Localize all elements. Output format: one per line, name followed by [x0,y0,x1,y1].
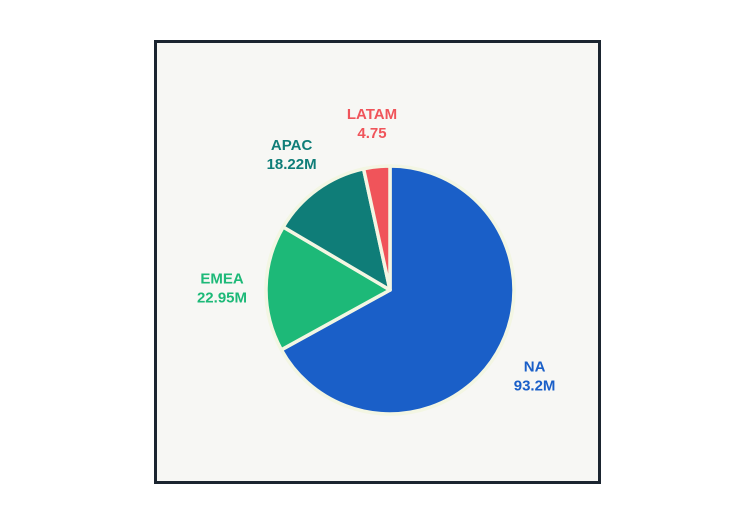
pie-slice-latam [361,164,392,292]
pie-labels: NA 93.2M EMEA 22.95M APAC 18.22M LATAM 4.75 [197,106,555,395]
slice-value-na: 93.2M [514,378,556,395]
slice-name-emea: EMEA [200,271,244,288]
slice-name-apac: APAC [271,137,313,154]
slice-label-latam: LATAM 4.75 [347,106,397,142]
pie-slice-emea [264,225,392,352]
pie-slice-apac [281,167,392,292]
slice-name-latam: LATAM [347,106,397,123]
slice-label-apac: APAC 18.22M [267,137,317,173]
slice-value-latam: 4.75 [357,125,386,142]
slice-value-apac: 18.22M [267,156,317,173]
slice-value-emea: 22.95M [197,290,247,307]
pie-slices [264,164,516,416]
slice-label-emea: EMEA 22.95M [197,271,247,307]
slice-label-na: NA 93.2M [514,359,556,395]
slice-name-na: NA [524,359,546,376]
pie-slice-na [279,164,516,416]
